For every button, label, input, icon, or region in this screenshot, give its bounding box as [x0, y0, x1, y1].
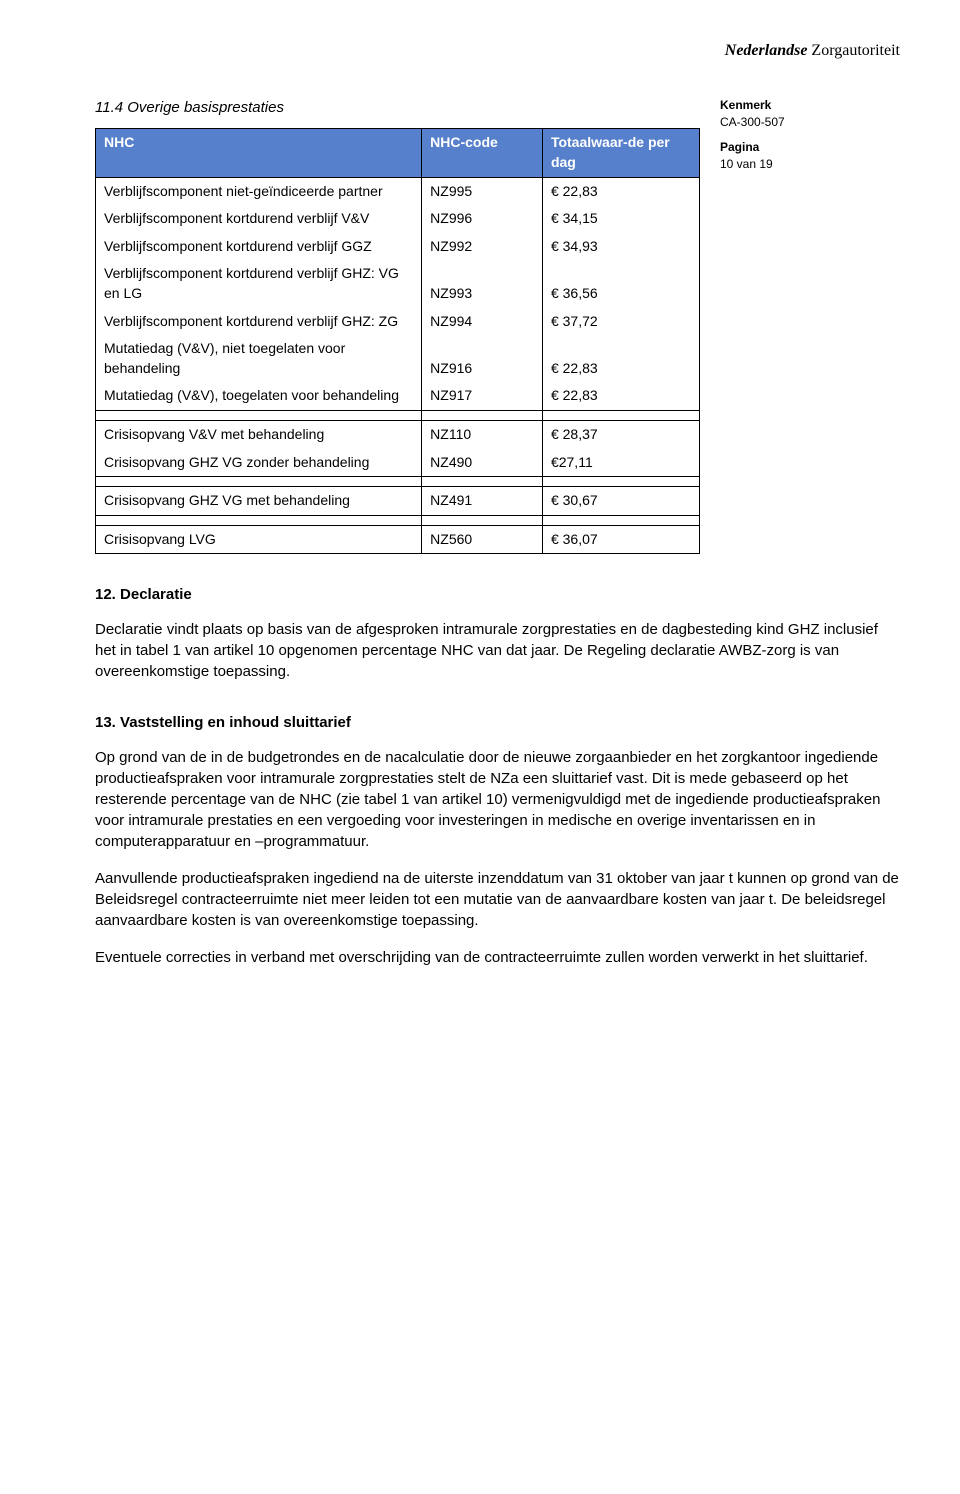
table-row: Mutatiedag (V&V), niet toegelaten voor b…	[96, 335, 700, 382]
section-12-title: 12. Declaratie	[95, 584, 900, 605]
cell-code: NZ992	[422, 233, 543, 261]
section-13: 13. Vaststelling en inhoud sluittarief O…	[95, 712, 900, 968]
nhc-table-body: Verblijfscomponent niet-geïndiceerde par…	[96, 177, 700, 554]
cell-label: Crisisopvang GHZ VG met behandeling	[96, 487, 422, 516]
table-spacer	[96, 410, 700, 420]
cell-code: NZ917	[422, 382, 543, 410]
cell-label: Crisisopvang LVG	[96, 525, 422, 554]
cell-code: NZ490	[422, 449, 543, 477]
side-metadata: Kenmerk CA-300-507 Pagina 10 van 19	[720, 97, 900, 172]
table-row: Verblijfscomponent kortdurend verblijf G…	[96, 308, 700, 336]
cell-code: NZ916	[422, 335, 543, 382]
table-row: Verblijfscomponent niet-geïndiceerde par…	[96, 177, 700, 205]
cell-label: Crisisopvang GHZ VG zonder behandeling	[96, 449, 422, 477]
table-row: Verblijfscomponent kortdurend verblijf V…	[96, 205, 700, 233]
cell-label: Verblijfscomponent kortdurend verblijf G…	[96, 308, 422, 336]
col-header-value: Totaalwaar-de per dag	[542, 129, 699, 177]
table-row: Crisisopvang GHZ VG met behandelingNZ491…	[96, 487, 700, 516]
cell-value: € 22,83	[542, 382, 699, 410]
cell-value: € 22,83	[542, 177, 699, 205]
main-column: 11.4 Overige basisprestaties NHC NHC-cod…	[95, 97, 700, 554]
kenmerk-value: CA-300-507	[720, 114, 900, 131]
section-12-para: Declaratie vindt plaats op basis van de …	[95, 619, 900, 682]
brand-logo: Nederlandse Zorgautoriteit	[95, 40, 900, 62]
cell-value: € 36,07	[542, 525, 699, 554]
cell-code: NZ560	[422, 525, 543, 554]
cell-code: NZ994	[422, 308, 543, 336]
cell-value: € 37,72	[542, 308, 699, 336]
cell-code: NZ491	[422, 487, 543, 516]
cell-label: Verblijfscomponent kortdurend verblijf G…	[96, 260, 422, 307]
cell-code: NZ996	[422, 205, 543, 233]
section-13-para-2: Aanvullende productieafspraken ingediend…	[95, 868, 900, 931]
cell-value: € 34,93	[542, 233, 699, 261]
pagina-label: Pagina	[720, 139, 900, 156]
section-12: 12. Declaratie Declaratie vindt plaats o…	[95, 584, 900, 682]
cell-value: € 22,83	[542, 335, 699, 382]
cell-label: Mutatiedag (V&V), toegelaten voor behand…	[96, 382, 422, 410]
cell-value: €27,11	[542, 449, 699, 477]
brand-bold: Nederlandse	[725, 42, 808, 59]
nhc-table: NHC NHC-code Totaalwaar-de per dag Verbl…	[95, 128, 700, 554]
table-row: Crisisopvang LVGNZ560€ 36,07	[96, 525, 700, 554]
pagina-value: 10 van 19	[720, 156, 900, 173]
cell-label: Verblijfscomponent kortdurend verblijf G…	[96, 233, 422, 261]
cell-label: Crisisopvang V&V met behandeling	[96, 420, 422, 448]
cell-code: NZ995	[422, 177, 543, 205]
section-13-para-3: Eventuele correcties in verband met over…	[95, 947, 900, 968]
table-row: Crisisopvang V&V met behandelingNZ110€ 2…	[96, 420, 700, 448]
kenmerk-label: Kenmerk	[720, 97, 900, 114]
brand-plain: Zorgautoriteit	[807, 42, 900, 59]
table-row: Crisisopvang GHZ VG zonder behandelingNZ…	[96, 449, 700, 477]
cell-value: € 28,37	[542, 420, 699, 448]
section-13-para-1: Op grond van de in de budgetrondes en de…	[95, 747, 900, 852]
table-spacer	[96, 515, 700, 525]
cell-value: € 34,15	[542, 205, 699, 233]
section-title: 11.4 Overige basisprestaties	[95, 97, 700, 118]
table-row: Mutatiedag (V&V), toegelaten voor behand…	[96, 382, 700, 410]
col-header-code: NHC-code	[422, 129, 543, 177]
cell-label: Verblijfscomponent niet-geïndiceerde par…	[96, 177, 422, 205]
cell-code: NZ993	[422, 260, 543, 307]
col-header-nhc: NHC	[96, 129, 422, 177]
cell-code: NZ110	[422, 420, 543, 448]
table-spacer	[96, 477, 700, 487]
cell-value: € 30,67	[542, 487, 699, 516]
table-row: Verblijfscomponent kortdurend verblijf G…	[96, 233, 700, 261]
table-row: Verblijfscomponent kortdurend verblijf G…	[96, 260, 700, 307]
cell-label: Mutatiedag (V&V), niet toegelaten voor b…	[96, 335, 422, 382]
section-13-title: 13. Vaststelling en inhoud sluittarief	[95, 712, 900, 733]
cell-label: Verblijfscomponent kortdurend verblijf V…	[96, 205, 422, 233]
cell-value: € 36,56	[542, 260, 699, 307]
